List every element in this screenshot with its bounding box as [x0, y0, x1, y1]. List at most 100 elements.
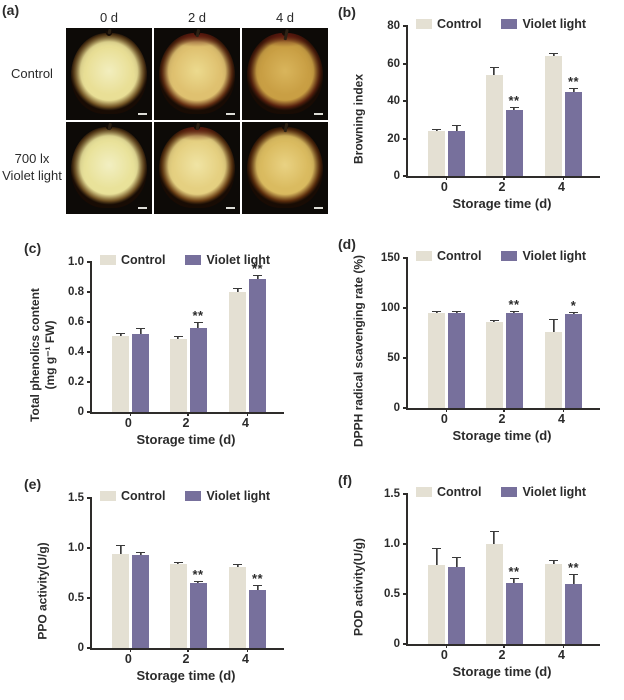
x-tick: [445, 176, 448, 180]
legend-label: Control: [437, 485, 482, 499]
bar-control-day4: [229, 567, 247, 648]
legend-item-control: Control: [416, 249, 481, 263]
x-tick-label: 0: [440, 412, 448, 426]
panel-f: (f) POD activity(U/g) Control Violet light 0…: [330, 468, 624, 700]
x-tick: [445, 408, 448, 412]
error-bar: [173, 561, 183, 564]
x-tick: [562, 408, 565, 412]
column-header-4d: 4 d: [275, 10, 295, 25]
bar-control-day0: [111, 554, 129, 648]
error-bar: [431, 548, 441, 565]
apple-photo-control-4d: [242, 28, 328, 120]
y-tick-label: 1.5: [68, 492, 84, 504]
plot-area: Control Violet light 0 0.5 1.0 1.5 ** **: [384, 485, 600, 650]
y-tick: [87, 647, 92, 649]
error-bar: [253, 275, 263, 279]
apple-photo-control-2d: [154, 28, 240, 120]
panel-a-label: (a): [2, 2, 20, 18]
chart-e: PPO activity(U/g) Control Violet light 0 0.5…: [0, 468, 330, 683]
y-tick-label: 0.4: [68, 346, 84, 358]
y-tick: [87, 261, 92, 263]
apple-slice: [159, 32, 235, 115]
error-bar: [569, 311, 579, 314]
panel-e: (e) PPO activity(U/g) Control Violet light 0…: [0, 468, 330, 700]
legend: Control Violet light: [416, 485, 586, 499]
error-bar: [431, 310, 441, 313]
apple-slice: [71, 126, 147, 209]
x-tick: [562, 644, 565, 648]
scale-bar: [314, 113, 323, 115]
error-bar: [569, 87, 579, 92]
y-axis-label: Total phenolics content (mg g⁻¹ FW): [26, 262, 60, 447]
y-tick: [403, 62, 408, 65]
photo-grid: 0 d 2 d 4 d Control 700 lx Violet light: [0, 6, 328, 214]
bar-violet-light-day2: [189, 583, 207, 648]
x-tick-label: 2: [498, 412, 506, 426]
error-bar: [253, 585, 263, 590]
x-tick-labels: 0 2 4: [406, 646, 598, 663]
error-bar: [233, 564, 243, 567]
error-bar: [115, 332, 125, 336]
bar-violet-light-day0: [447, 567, 465, 644]
y-tick-label: 0: [77, 642, 84, 654]
legend-label: Violet light: [522, 249, 587, 263]
apple-slice: [71, 32, 147, 115]
x-tick-label: 2: [182, 652, 190, 666]
bar-control-day4: [545, 56, 563, 176]
apple-photo-violet-4d: [242, 122, 328, 214]
bar-control-day2: [485, 544, 503, 644]
legend-swatch-control: [416, 487, 432, 497]
y-tick: [87, 291, 92, 293]
error-bar: [115, 545, 125, 554]
x-tick-labels: 0 2 4: [406, 410, 598, 427]
error-bar: [193, 580, 203, 583]
chart-c: Total phenolics content (mg g⁻¹ FW) Contro…: [0, 232, 330, 447]
y-tick: [403, 137, 408, 140]
legend-item-violet-light: Violet light: [501, 17, 586, 31]
x-axis-label: Storage time (d): [452, 664, 552, 679]
x-tick: [246, 648, 249, 652]
panel-c-label: (c): [24, 240, 42, 256]
bar-violet-light-day4: [565, 314, 583, 408]
y-tick: [87, 321, 92, 323]
chart-d: DPPH radical scavenging rate (%) Control V…: [330, 232, 624, 447]
legend-label: Control: [437, 17, 482, 31]
legend-swatch-control: [100, 255, 116, 265]
column-header-0d: 0 d: [99, 10, 119, 25]
error-bar: [549, 319, 559, 332]
legend-swatch-violet-light: [185, 255, 202, 265]
legend-swatch-violet-light: [501, 251, 518, 261]
legend-label: Violet light: [206, 253, 271, 267]
legend-item-control: Control: [416, 17, 481, 31]
chart-b: Browning index Control Violet light 0 20 40 60…: [330, 0, 624, 211]
x-tick-labels: 0 2 4: [406, 178, 598, 195]
bar-violet-light-day0: [447, 313, 465, 408]
x-tick-label: 0: [124, 652, 132, 666]
y-tick-label: 100: [380, 302, 400, 314]
y-axis-label: Browning index: [342, 26, 376, 211]
chart-main: Control Violet light 0 0.2 0.4 0.6 0.8 1.0 ** ** 0…: [68, 253, 284, 447]
bar-control-day2: [485, 322, 503, 408]
chart-f: POD activity(U/g) Control Violet light 0 0.5…: [330, 468, 624, 679]
error-bar: [135, 327, 145, 334]
legend-label: Violet light: [206, 489, 271, 503]
y-axis-label-line1: Browning index: [351, 73, 366, 164]
bar-violet-light-day2: [505, 583, 523, 644]
x-tick: [562, 176, 565, 180]
x-axis-label: Storage time (d): [452, 428, 552, 443]
bar-control-day4: [545, 564, 563, 644]
legend-item-violet-light: Violet light: [501, 249, 586, 263]
plot-area: Control Violet light 0 20 40 60 80 ** **: [387, 17, 600, 182]
error-bar: [489, 319, 499, 322]
y-tick: [403, 307, 408, 309]
scale-bar: [138, 207, 147, 209]
y-tick: [403, 257, 408, 259]
error-bar: [489, 67, 499, 75]
legend-swatch-control: [416, 251, 432, 261]
y-tick-label: 60: [387, 57, 400, 70]
error-bar: [569, 574, 579, 584]
x-tick-label: 4: [558, 412, 565, 426]
x-tick: [503, 644, 505, 648]
panel-a: (a) 0 d 2 d 4 d Control 700 lx Violet light: [0, 0, 330, 232]
